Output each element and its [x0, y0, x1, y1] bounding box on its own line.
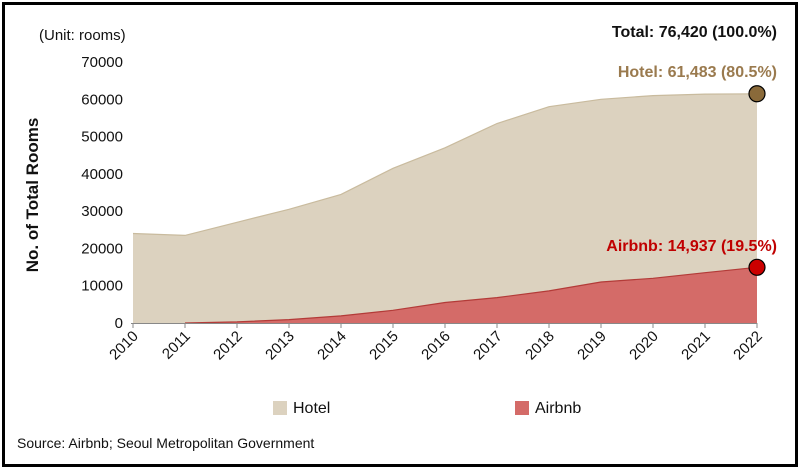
unit-note: (Unit: rooms) [39, 27, 126, 44]
y-tick-label: 0 [115, 315, 123, 332]
y-tick-label: 50000 [81, 129, 123, 146]
y-tick-label: 20000 [81, 240, 123, 257]
y-tick-label: 60000 [81, 91, 123, 108]
x-tick-label: 2018 [522, 328, 558, 364]
x-tick-label: 2010 [106, 328, 142, 364]
x-tick-label: 2017 [470, 328, 506, 364]
x-tick-label: 2022 [730, 328, 766, 364]
airbnb-annotation: Airbnb: 14,937 (19.5%) [606, 238, 777, 255]
y-tick-label: 70000 [81, 54, 123, 71]
airbnb-endpoint-marker [748, 258, 766, 276]
y-axis-label: No. of Total Rooms [23, 118, 42, 273]
legend-swatch-airbnb [515, 401, 529, 415]
legend-swatch-hotel [273, 401, 287, 415]
hotel-annotation: Hotel: 61,483 (80.5%) [618, 64, 777, 81]
x-tick-label: 2021 [678, 328, 714, 364]
y-tick-label: 40000 [81, 166, 123, 183]
x-tick-label: 2011 [159, 328, 194, 363]
y-tick-label: 30000 [81, 203, 123, 220]
x-tick-label: 2013 [262, 328, 298, 364]
x-tick-label: 2016 [418, 328, 454, 364]
line-hotel [132, 93, 758, 237]
line-airbnb [184, 266, 758, 324]
y-tick-label: 10000 [81, 278, 123, 295]
x-tick-label: 2020 [626, 328, 662, 364]
area-hotel [133, 93, 757, 323]
x-tick-label: 2015 [366, 328, 402, 364]
source-note: Source: Airbnb; Seoul Metropolitan Gover… [17, 435, 314, 451]
hotel-endpoint-marker [748, 85, 766, 103]
x-tick-label: 2019 [574, 328, 610, 364]
legend: Hotel Airbnb [273, 400, 581, 417]
x-tick-label: 2012 [210, 328, 246, 364]
area-chart: 0 10000 20000 30000 40000 50000 60000 70000 201… [17, 24, 777, 451]
legend-label-airbnb: Airbnb [535, 400, 581, 417]
x-tick-label: 2014 [314, 328, 350, 364]
legend-label-hotel: Hotel [293, 400, 330, 417]
total-annotation: Total: 76,420 (100.0%) [612, 24, 777, 41]
